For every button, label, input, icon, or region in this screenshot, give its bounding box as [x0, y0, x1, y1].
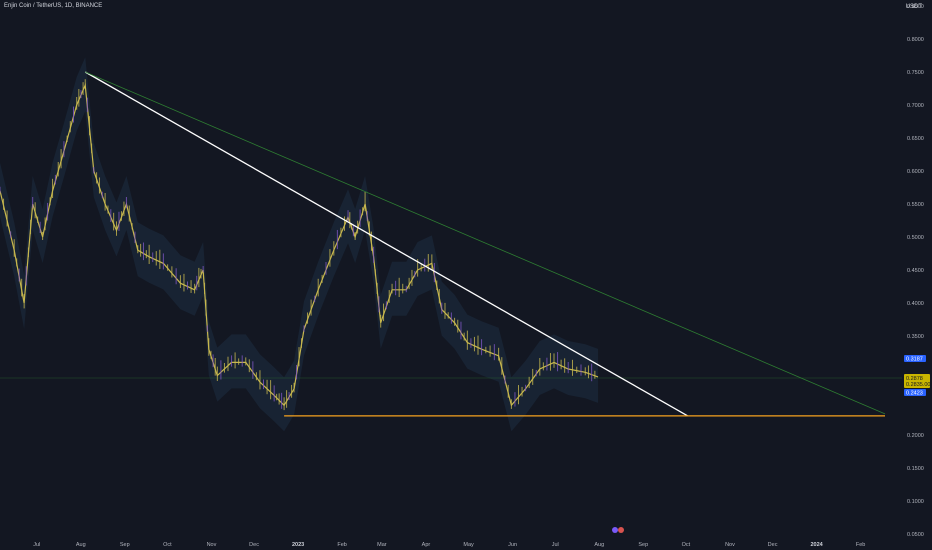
x-tick-label: 2024: [810, 542, 823, 548]
x-tick-label: Oct: [163, 542, 172, 548]
main-trendline[interactable]: [84, 71, 688, 417]
y-tick-label: 0.3500: [907, 334, 924, 340]
x-axis[interactable]: Jul Aug Sep Oct Nov Dec 2023 Feb Mar Apr May Jun Jul…: [33, 542, 865, 548]
x-tick-label: Dec: [249, 542, 259, 548]
x-tick-label: Feb: [856, 542, 865, 548]
svg-text:0.2878: 0.2878: [906, 376, 923, 382]
y-axis[interactable]: 0.8500 0.8000 0.7500 0.7000 0.6500 0.6000 0.55…: [907, 4, 924, 538]
y-tick-label: 0.7500: [907, 70, 924, 76]
y-tick-label: 0.8500: [907, 4, 924, 10]
outer-trendline[interactable]: [85, 71, 886, 415]
y-tick-label: 0.4500: [907, 268, 924, 274]
y-tick-label: 0.8000: [907, 37, 924, 43]
x-tick-label: Dec: [768, 542, 778, 548]
event-markers[interactable]: [612, 527, 624, 533]
x-tick-label: Aug: [76, 542, 86, 548]
y-tick-label: 0.6500: [907, 136, 924, 142]
x-tick-label: Aug: [594, 542, 604, 548]
x-tick-label: Oct: [682, 542, 691, 548]
x-tick-label: May: [463, 542, 474, 548]
x-tick-label: Sep: [120, 542, 130, 548]
price-tag-blue: 0.3187: [904, 355, 926, 363]
x-tick-label: Nov: [725, 542, 735, 548]
x-tick-label: Mar: [377, 542, 387, 548]
y-tick-label: 0.5500: [907, 202, 924, 208]
volatility-band: [0, 57, 599, 432]
band-area: [0, 57, 599, 432]
x-tick-label: Jul: [552, 542, 559, 548]
price-series: [0, 79, 599, 411]
svg-text:0.2423: 0.2423: [906, 391, 923, 397]
svg-text:0.2835.00: 0.2835.00: [906, 382, 930, 388]
price-tag-yellow: 0.2878 0.2835.00: [904, 374, 930, 388]
price-tag-blue-bottom: 0.2423: [904, 389, 926, 397]
x-tick-label: Apr: [422, 542, 431, 548]
x-tick-label: 2023: [292, 542, 304, 548]
y-tick-label: 0.5000: [907, 235, 924, 241]
y-tick-label: 0.4000: [907, 301, 924, 307]
trendlines[interactable]: [84, 71, 886, 417]
event-marker-icon[interactable]: [612, 527, 618, 533]
x-tick-label: Jun: [508, 542, 517, 548]
y-tick-label: 0.1000: [907, 499, 924, 505]
currency-label: USDT: [905, 4, 922, 10]
y-tick-label: 0.2000: [907, 433, 924, 439]
y-tick-label: 0.1500: [907, 466, 924, 472]
x-tick-label: Jul: [33, 542, 40, 548]
x-tick-label: Feb: [337, 542, 346, 548]
svg-text:0.3187: 0.3187: [906, 357, 923, 363]
event-marker-icon[interactable]: [618, 527, 624, 533]
x-tick-label: Nov: [207, 542, 217, 548]
y-tick-label: 0.7000: [907, 103, 924, 109]
x-tick-label: Sep: [638, 542, 648, 548]
y-tick-label: 0.6000: [907, 169, 924, 175]
y-tick-label: 0.0500: [907, 532, 924, 538]
chart-title: Enjin Coin / TetherUS, 1D, BINANCE: [4, 3, 103, 9]
